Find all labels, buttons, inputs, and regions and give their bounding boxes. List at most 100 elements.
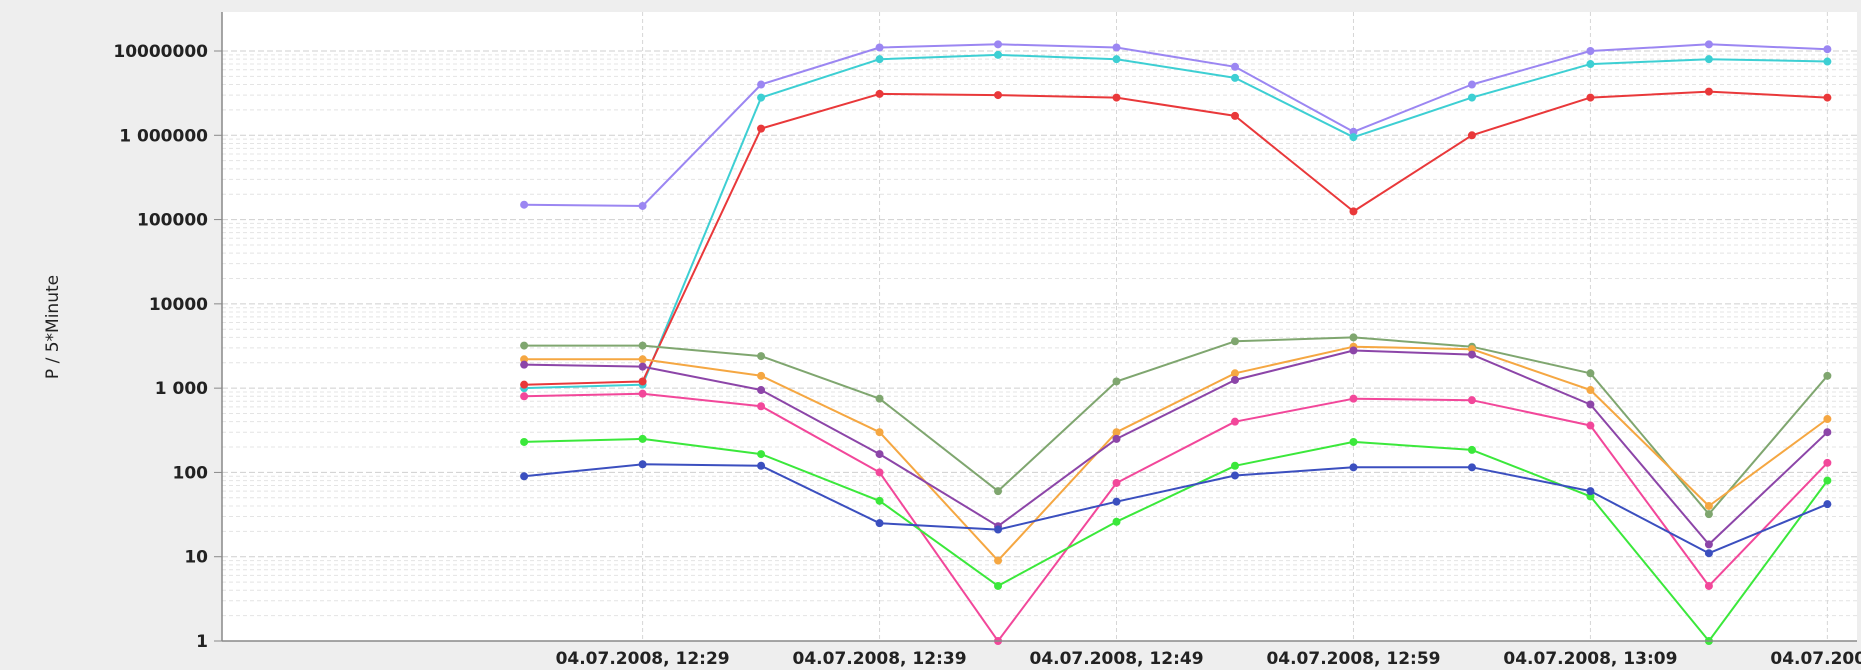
data-point xyxy=(1467,463,1476,472)
data-point xyxy=(1467,445,1476,454)
data-point xyxy=(520,472,529,481)
y-tick-label: 100000 xyxy=(137,211,208,231)
data-point xyxy=(1349,133,1358,142)
data-point xyxy=(1823,45,1832,54)
data-point xyxy=(1112,43,1121,52)
series-3 xyxy=(520,87,1832,389)
data-point xyxy=(638,434,647,443)
data-point xyxy=(875,89,884,98)
data-point xyxy=(994,40,1003,49)
series-line xyxy=(524,336,1829,516)
data-point xyxy=(1823,371,1832,380)
data-point xyxy=(875,428,884,437)
y-tick-label: 10000000 xyxy=(113,42,208,62)
series-line xyxy=(524,90,1828,386)
data-point xyxy=(1586,47,1595,55)
data-point xyxy=(1230,369,1239,378)
series-1 xyxy=(520,40,1832,210)
data-point xyxy=(994,525,1003,534)
data-point xyxy=(1823,500,1832,509)
data-point xyxy=(994,91,1003,100)
series-9 xyxy=(520,460,1832,558)
data-point xyxy=(1823,415,1832,424)
data-point xyxy=(638,389,647,398)
data-point xyxy=(1112,434,1121,443)
data-point xyxy=(875,496,884,505)
y-tick-label: 100 xyxy=(173,463,209,483)
data-point xyxy=(1586,421,1595,430)
data-point xyxy=(1823,93,1832,102)
data-point xyxy=(1230,111,1239,120)
data-point xyxy=(757,461,766,470)
data-point xyxy=(638,201,647,210)
data-point xyxy=(1230,471,1239,480)
series-5 xyxy=(520,342,1832,565)
series-8 xyxy=(520,434,1832,645)
data-point xyxy=(1230,375,1239,384)
series-line xyxy=(524,345,1828,562)
series-line xyxy=(524,53,1828,390)
data-point xyxy=(520,360,529,369)
data-point xyxy=(1349,333,1358,342)
data-point xyxy=(1704,581,1713,590)
data-point xyxy=(520,380,529,389)
y-axis-ticks: 1 10 100 1 000 10000 100000 1 000000 10000000 xyxy=(113,42,222,652)
data-point xyxy=(875,43,884,52)
data-point xyxy=(638,355,647,364)
data-point xyxy=(1704,501,1713,510)
data-point xyxy=(757,450,766,459)
data-point xyxy=(1112,478,1121,487)
y-axis-title: P / 5*Minute xyxy=(43,275,63,379)
data-point xyxy=(1586,487,1595,496)
data-point xyxy=(1586,369,1595,378)
data-point xyxy=(875,519,884,528)
data-point xyxy=(1586,400,1595,409)
x-tick-label: 04.07.2008, 12:59 xyxy=(1266,649,1440,669)
series-line xyxy=(524,437,1829,642)
data-point xyxy=(1823,428,1832,437)
data-point xyxy=(638,460,647,469)
data-point xyxy=(1823,476,1832,485)
data-point xyxy=(757,402,766,411)
x-axis-ticks: 04.07.2008, 12:29 04.07.2008, 12:39 04.07.… xyxy=(556,649,1861,669)
data-point xyxy=(520,341,529,350)
data-point xyxy=(757,371,766,380)
data-point xyxy=(1349,437,1358,446)
y-tick-label: 1 000000 xyxy=(119,126,208,146)
data-point xyxy=(1704,87,1713,96)
data-point xyxy=(994,581,1003,590)
x-tick-label: 04.07.2008, xyxy=(1770,649,1861,669)
data-point xyxy=(1704,40,1713,49)
plot-background xyxy=(222,12,1857,641)
data-point xyxy=(1230,417,1239,426)
data-point xyxy=(875,468,884,477)
data-point xyxy=(1467,396,1476,405)
data-point xyxy=(1823,458,1832,467)
x-tick-label: 04.07.2008, 12:29 xyxy=(556,649,730,669)
series-line xyxy=(524,392,1829,642)
data-point xyxy=(994,556,1003,565)
data-point xyxy=(520,200,529,209)
data-point xyxy=(1112,517,1121,526)
series-layer xyxy=(520,40,1832,645)
data-point xyxy=(520,437,529,446)
data-point xyxy=(1112,93,1121,102)
x-tick-label: 04.07.2008, 13:09 xyxy=(1503,649,1677,669)
data-point xyxy=(1112,497,1121,506)
data-point xyxy=(1349,394,1358,403)
data-point xyxy=(1467,80,1476,89)
data-point xyxy=(757,386,766,395)
y-tick-label: 1 xyxy=(196,632,208,652)
data-point xyxy=(1704,540,1713,549)
y-tick-label: 10 xyxy=(184,548,208,568)
data-point xyxy=(520,392,529,401)
data-point xyxy=(1112,428,1121,437)
data-point xyxy=(994,487,1003,496)
data-point xyxy=(638,377,647,386)
data-point xyxy=(1467,131,1476,140)
data-point xyxy=(1230,337,1239,346)
data-point xyxy=(1467,93,1476,102)
data-point xyxy=(994,50,1003,59)
series-6 xyxy=(520,346,1832,549)
